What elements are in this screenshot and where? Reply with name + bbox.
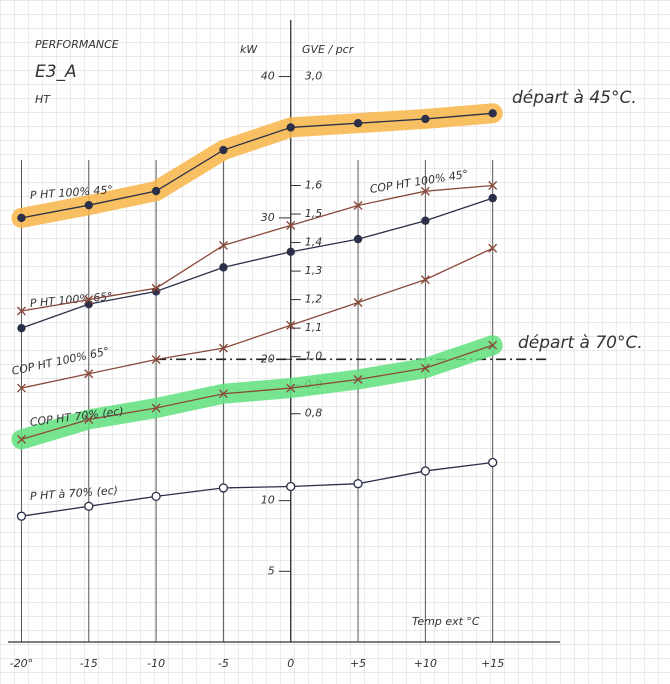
y2-tick-label: 1,2 <box>305 293 323 306</box>
point <box>488 194 496 202</box>
y2-tick-label: 0,8 <box>305 407 323 420</box>
y-tick-label: 30 <box>261 211 275 224</box>
note: PERFORMANCE <box>35 38 119 51</box>
y2-tick-label: 1,1 <box>305 321 323 334</box>
point <box>287 483 295 491</box>
point <box>488 109 496 117</box>
point <box>152 492 160 500</box>
point <box>17 324 25 332</box>
point <box>287 123 295 131</box>
point <box>219 484 227 492</box>
point <box>287 248 295 256</box>
x-tick-label: -20° <box>10 657 33 670</box>
note: HT <box>35 93 51 106</box>
y-tick-label: 5 <box>268 564 275 577</box>
y2-tick-label: 1,0 <box>305 350 323 363</box>
point <box>354 119 362 127</box>
x-tick-label: +10 <box>414 657 437 670</box>
y2-axis-label: GVE / pcr <box>302 43 355 56</box>
point <box>354 235 362 243</box>
point <box>421 467 429 475</box>
x-axis-label: Temp ext °C <box>412 615 480 628</box>
x-tick-label: -5 <box>218 657 229 670</box>
y-tick-label: 10 <box>261 494 275 507</box>
point <box>17 512 25 520</box>
point <box>85 502 93 510</box>
x-tick-label: -10 <box>147 657 165 670</box>
y2-tick-label: 1,6 <box>305 178 323 191</box>
point <box>219 146 227 154</box>
annotation: départ à 70°C. <box>518 333 643 353</box>
x-tick-label: -15 <box>80 657 98 670</box>
y2-tick-label: 1,3 <box>305 264 323 277</box>
point <box>489 458 497 466</box>
point <box>421 115 429 123</box>
y-axis-label: kW <box>240 43 258 56</box>
chart: PERFORMANCE E3_A HT départ à 45°C. dépar… <box>0 0 670 684</box>
x-tick-label: +5 <box>350 657 366 670</box>
point <box>85 201 93 209</box>
note: E3_A <box>35 62 77 82</box>
point <box>219 263 227 271</box>
point <box>152 187 160 195</box>
annotation: départ à 45°C. <box>512 88 637 108</box>
x-tick-label: 0 <box>287 657 294 670</box>
y-tick-label: 40 <box>261 70 275 83</box>
x-tick-label: +15 <box>481 657 504 670</box>
point <box>354 480 362 488</box>
point <box>17 214 25 222</box>
y2-top-label: 3,0 <box>305 70 323 83</box>
point <box>421 217 429 225</box>
